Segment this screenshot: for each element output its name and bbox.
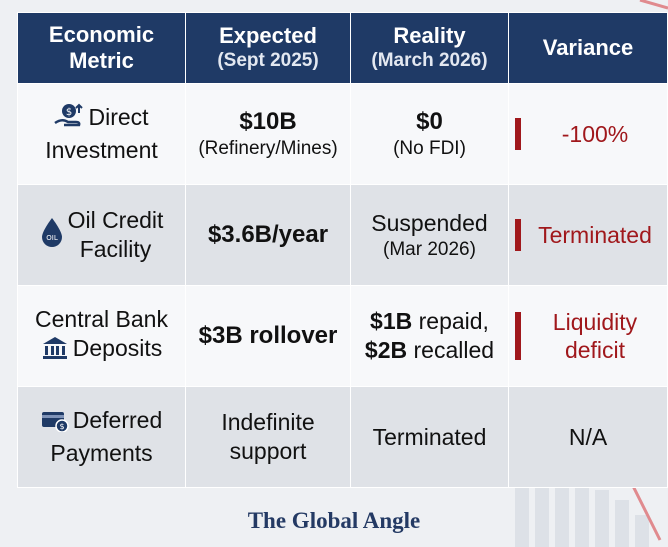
reality-cell: $0 (No FDI) bbox=[350, 83, 509, 185]
metric-line1: Oil Credit bbox=[67, 207, 164, 233]
metric-cell: $ Direct Investment bbox=[17, 83, 186, 185]
expected-cell: $10B (Refinery/Mines) bbox=[185, 83, 351, 185]
variance-indicator-bar bbox=[515, 219, 521, 251]
variance-cell: -100% bbox=[508, 83, 668, 185]
expected-value: $10B bbox=[239, 108, 297, 135]
metric-line2: Payments bbox=[50, 440, 153, 466]
metric-line1: Deferred bbox=[72, 407, 163, 433]
header-metric: Economic Metric bbox=[17, 12, 186, 84]
header-expected-sub: (Sept 2025) bbox=[217, 50, 319, 71]
variance-value: Liquidity deficit bbox=[539, 308, 637, 364]
variance-cell: Terminated bbox=[508, 184, 668, 286]
table-header-row: Economic Metric Expected (Sept 2025) Rea… bbox=[17, 12, 668, 84]
economic-comparison-table: Economic Metric Expected (Sept 2025) Rea… bbox=[17, 12, 668, 488]
variance-indicator-bar bbox=[515, 312, 521, 360]
header-metric-label: Economic Metric bbox=[48, 22, 155, 73]
expected-note: (Refinery/Mines) bbox=[198, 138, 338, 159]
metric-cell: OIL Oil Credit Facility bbox=[17, 184, 186, 286]
variance-value: Terminated bbox=[538, 222, 652, 248]
reality-line1: $1B repaid, bbox=[370, 308, 489, 334]
header-expected-label: Expected bbox=[219, 23, 317, 48]
header-reality-label: Reality bbox=[393, 23, 466, 48]
reality-note: (No FDI) bbox=[393, 138, 466, 159]
brand-footer: The Global Angle bbox=[247, 508, 421, 533]
table-row: OIL Oil Credit Facility $3.6B/year Suspe… bbox=[17, 184, 668, 286]
expected-value: $3.6B/year bbox=[207, 221, 329, 248]
metric-cell: $ Deferred Payments bbox=[17, 386, 186, 488]
metric-cell: Central Bank Deposits bbox=[17, 285, 186, 387]
header-expected: Expected (Sept 2025) bbox=[185, 12, 351, 84]
svg-text:$: $ bbox=[66, 107, 72, 118]
oil-icon-label: OIL bbox=[46, 234, 58, 242]
metric-line2: Deposits bbox=[72, 335, 163, 361]
header-variance: Variance bbox=[508, 12, 668, 84]
metric-line2: Investment bbox=[45, 137, 158, 163]
investment-icon: $ bbox=[54, 103, 84, 136]
expected-value: $3B rollover bbox=[198, 322, 338, 349]
header-reality-sub: (March 2026) bbox=[371, 50, 488, 71]
expected-cell: $3B rollover bbox=[185, 285, 351, 387]
reality-line1: Suspended bbox=[371, 209, 488, 236]
expected-line1: Indefinite bbox=[221, 409, 315, 435]
metric-line1: Central Bank bbox=[35, 306, 168, 332]
reality-cell: Suspended (Mar 2026) bbox=[350, 184, 509, 286]
variance-cell: Liquidity deficit bbox=[508, 285, 668, 387]
metric-line2: Facility bbox=[79, 236, 152, 262]
reality-cell: Terminated bbox=[350, 386, 509, 488]
header-reality: Reality (March 2026) bbox=[350, 12, 509, 84]
reality-value: $0 bbox=[416, 108, 443, 135]
oil-drop-icon: OIL bbox=[40, 217, 64, 254]
variance-line1: Liquidity bbox=[552, 309, 638, 335]
svg-text:$: $ bbox=[59, 422, 64, 431]
table-row: $ Direct Investment $10B (Refinery/Mines… bbox=[17, 83, 668, 185]
variance-indicator-bar bbox=[515, 118, 521, 150]
expected-cell: $3.6B/year bbox=[185, 184, 351, 286]
reality-amount-1: $1B bbox=[370, 308, 413, 334]
payment-card-icon: $ bbox=[41, 410, 69, 439]
bank-icon bbox=[41, 336, 69, 367]
table-row: $ Deferred Payments Indefinite support T… bbox=[17, 386, 668, 488]
reality-cell: $1B repaid, $2B recalled bbox=[350, 285, 509, 387]
reality-line2: $2B recalled bbox=[364, 337, 495, 363]
metric-line1: Direct bbox=[88, 104, 149, 130]
variance-value: -100% bbox=[561, 121, 629, 147]
variance-line2: deficit bbox=[564, 337, 626, 363]
expected-line2: support bbox=[229, 438, 307, 464]
variance-cell: N/A bbox=[508, 386, 668, 488]
table-row: Central Bank Deposits $3B rollov bbox=[17, 285, 668, 387]
reality-value: Terminated bbox=[372, 423, 487, 450]
reality-amount-2: $2B bbox=[364, 337, 408, 363]
expected-cell: Indefinite support bbox=[185, 386, 351, 488]
variance-value: N/A bbox=[568, 423, 608, 450]
reality-line2: (Mar 2026) bbox=[383, 238, 476, 260]
header-variance-label: Variance bbox=[542, 35, 634, 60]
